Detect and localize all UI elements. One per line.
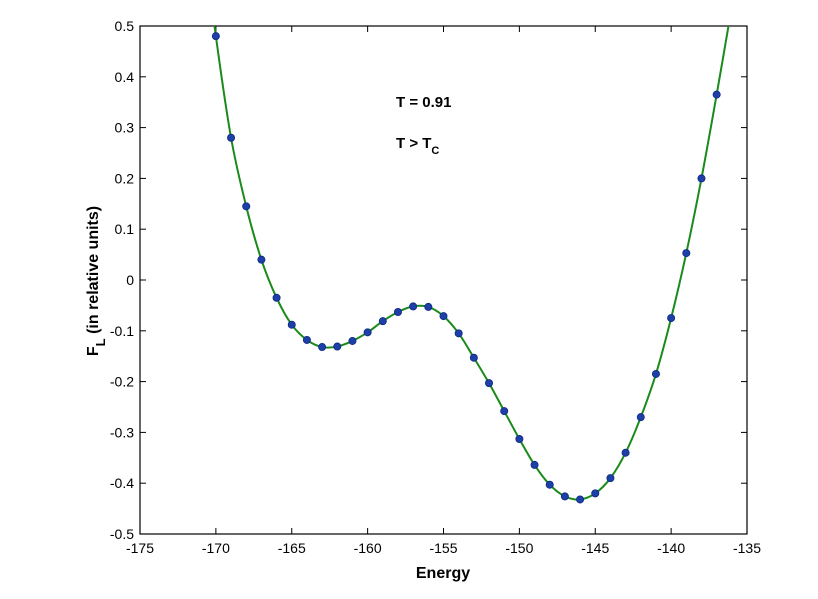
x-tick-label: -170 — [202, 540, 230, 556]
annotation-phase-sub: C — [431, 145, 439, 157]
x-tick-label: -160 — [354, 540, 382, 556]
data-point — [606, 474, 615, 483]
data-point — [712, 90, 721, 99]
data-point — [530, 460, 539, 469]
fit-curve-layer — [213, 26, 730, 501]
data-point — [636, 413, 645, 422]
data-point — [393, 308, 402, 317]
data-point — [560, 492, 569, 501]
data-point — [485, 379, 494, 388]
x-tick-label: -140 — [657, 540, 685, 556]
data-point — [424, 302, 433, 311]
y-tick-label: 0 — [126, 272, 134, 288]
data-point — [302, 335, 311, 344]
x-tick-label: -150 — [505, 540, 533, 556]
y-tick-label: -0.3 — [110, 424, 134, 440]
data-point — [333, 342, 342, 351]
y-tick-label: 0.5 — [115, 18, 135, 34]
data-point — [576, 495, 585, 504]
y-axis-label-main: F — [85, 346, 102, 356]
data-point — [348, 336, 357, 345]
data-points-layer — [211, 32, 721, 504]
data-point — [545, 480, 554, 489]
data-point — [697, 174, 706, 183]
data-point — [409, 302, 418, 311]
x-tick-label: -155 — [429, 540, 457, 556]
y-tick-label: 0.2 — [115, 170, 135, 186]
data-point — [651, 369, 660, 378]
fit-curve — [213, 26, 730, 501]
data-point — [287, 320, 296, 329]
annotation-phase: T > TC — [396, 135, 439, 157]
data-point — [272, 293, 281, 302]
data-point — [469, 353, 478, 362]
data-point — [515, 435, 524, 444]
labels-layer: Energy FL (in relative units) T = 0.91 T… — [85, 94, 470, 582]
y-tick-label: 0.4 — [115, 69, 135, 85]
data-point — [363, 328, 372, 337]
axes: -175 -170 -165 -160 -155 -150 -145 -140 -135 -0.5… — [110, 18, 761, 556]
x-tick-label: -165 — [278, 540, 306, 556]
data-point — [667, 314, 676, 323]
data-point — [591, 489, 600, 498]
data-point — [257, 255, 266, 264]
y-tick-label: -0.2 — [110, 374, 134, 390]
y-tick-label: 0.1 — [115, 221, 135, 237]
data-point — [378, 317, 387, 326]
data-point — [227, 133, 236, 142]
x-tick-label: -175 — [126, 540, 154, 556]
data-point — [621, 448, 630, 457]
x-tick-label: -145 — [581, 540, 609, 556]
data-point — [439, 312, 448, 321]
data-point — [500, 407, 509, 416]
data-point — [242, 202, 251, 211]
x-tick-label: -135 — [733, 540, 761, 556]
y-tick-label: -0.5 — [110, 526, 134, 542]
annotation-temperature: T = 0.91 — [396, 94, 451, 111]
y-axis-label-sub: L — [93, 338, 108, 346]
y-tick-label: -0.1 — [110, 323, 134, 339]
y-axis-label-rest: (in relative units) — [85, 206, 102, 338]
data-point — [318, 343, 327, 352]
y-tick-label: -0.4 — [110, 475, 134, 491]
data-point — [682, 249, 691, 258]
annotation-phase-main: T > T — [396, 135, 431, 152]
y-axis-label: FL (in relative units) — [85, 206, 108, 356]
y-tick-label: 0.3 — [115, 120, 135, 136]
x-axis-label: Energy — [416, 565, 470, 582]
data-point — [211, 32, 220, 41]
data-point — [454, 329, 463, 338]
